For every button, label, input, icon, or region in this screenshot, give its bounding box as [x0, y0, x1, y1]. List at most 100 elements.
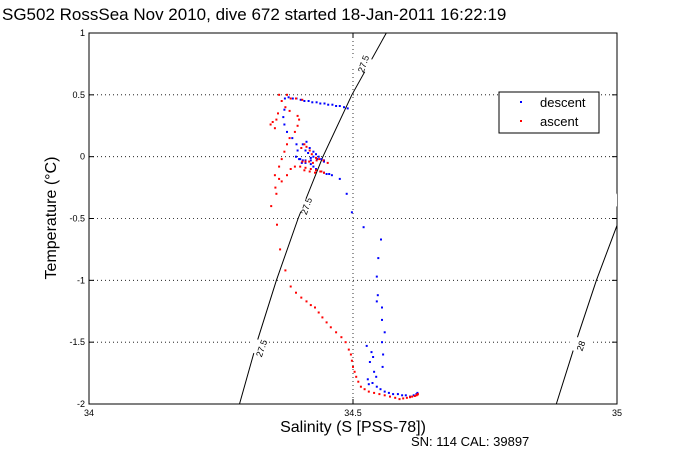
point-descent — [291, 97, 294, 100]
point-descent — [315, 101, 318, 104]
point-descent — [286, 130, 288, 133]
point-ascent — [295, 291, 297, 294]
point-ascent — [353, 370, 356, 373]
point-descent — [312, 155, 315, 158]
y-tick-label: -1.5 — [69, 337, 85, 347]
point-descent — [365, 344, 368, 347]
point-descent — [320, 158, 323, 161]
point-descent — [311, 101, 314, 104]
point-descent — [371, 382, 374, 384]
point-descent — [295, 155, 297, 158]
point-descent — [343, 106, 345, 109]
y-tick-label: 1 — [80, 28, 85, 38]
point-ascent — [314, 171, 316, 174]
point-descent — [330, 174, 333, 177]
point-ascent — [280, 100, 283, 102]
point-descent — [375, 385, 378, 388]
point-ascent — [280, 158, 283, 161]
serial-calibration-footer: SN: 114 CAL: 39897 — [411, 434, 529, 449]
point-ascent — [315, 169, 317, 172]
point-ascent — [303, 169, 306, 172]
point-ascent — [305, 300, 308, 303]
point-ascent — [344, 341, 347, 344]
contour-label-bg — [567, 335, 595, 357]
point-ascent — [286, 143, 288, 146]
point-ascent — [411, 395, 414, 398]
point-descent — [381, 365, 384, 368]
point-descent — [304, 149, 307, 152]
point-ascent — [289, 285, 292, 288]
y-tick-label: -0.5 — [69, 214, 85, 224]
legend: descent ascent — [498, 91, 600, 134]
point-descent — [301, 159, 304, 162]
point-ascent — [299, 165, 302, 168]
contour-label: 28 — [575, 340, 588, 353]
point-ascent — [363, 388, 366, 391]
point-descent — [315, 153, 317, 156]
point-descent — [404, 394, 407, 397]
point-descent — [368, 361, 371, 363]
point-ascent — [289, 168, 292, 170]
contour-label: 28 — [620, 196, 633, 209]
point-descent — [307, 100, 310, 102]
x-tick-label: 34.5 — [344, 408, 362, 418]
point-ascent — [383, 394, 386, 397]
point-descent — [380, 238, 382, 241]
point-descent — [296, 149, 299, 152]
point-descent — [323, 160, 325, 163]
point-descent — [345, 192, 348, 195]
point-descent — [305, 140, 308, 143]
point-descent — [283, 97, 286, 100]
point-descent — [283, 108, 286, 111]
y-tick-label: -2 — [77, 399, 85, 409]
point-descent — [375, 275, 378, 278]
point-descent — [312, 165, 315, 168]
x-tick-label: 34 — [84, 408, 94, 418]
y-tick-label: 0 — [80, 152, 85, 162]
point-ascent — [322, 159, 325, 162]
point-descent — [323, 102, 326, 105]
point-ascent — [273, 127, 276, 130]
point-descent — [381, 318, 383, 321]
point-descent — [387, 391, 390, 394]
point-ascent — [301, 160, 304, 163]
point-ascent — [355, 375, 358, 378]
contour-label-bg — [349, 53, 378, 75]
point-ascent — [288, 109, 291, 112]
point-descent — [396, 393, 399, 396]
point-ascent — [319, 170, 322, 173]
legend-marker-ascent — [520, 120, 522, 122]
point-descent — [309, 163, 312, 166]
point-ascent — [318, 158, 321, 161]
point-descent — [328, 173, 331, 175]
point-descent — [375, 300, 378, 303]
point-ascent — [315, 159, 318, 162]
point-descent — [291, 137, 294, 140]
point-ascent — [326, 161, 329, 164]
point-ascent — [271, 121, 274, 123]
point-ascent — [357, 380, 360, 383]
point-descent — [412, 394, 415, 397]
point-ascent — [301, 98, 304, 101]
x-axis-label: Salinity (S [PSS-78]) — [280, 419, 426, 436]
point-descent — [298, 158, 301, 161]
legend-box — [498, 91, 600, 134]
point-ascent — [389, 395, 391, 398]
point-ascent — [269, 123, 272, 126]
point-ascent — [314, 306, 316, 309]
point-ascent — [304, 160, 307, 163]
point-descent — [383, 390, 386, 393]
point-descent — [312, 150, 315, 153]
point-descent — [303, 100, 306, 102]
point-ascent — [347, 348, 350, 351]
point-ascent — [335, 331, 338, 334]
point-ascent — [349, 353, 352, 356]
point-descent — [338, 177, 341, 180]
point-descent — [331, 103, 334, 106]
point-ascent — [359, 385, 362, 388]
point-ascent — [416, 393, 419, 396]
point-ascent — [378, 393, 381, 396]
density-contours: 27.527.527.5282828 — [239, 33, 633, 404]
point-ascent — [323, 171, 325, 174]
point-ascent — [293, 130, 296, 133]
